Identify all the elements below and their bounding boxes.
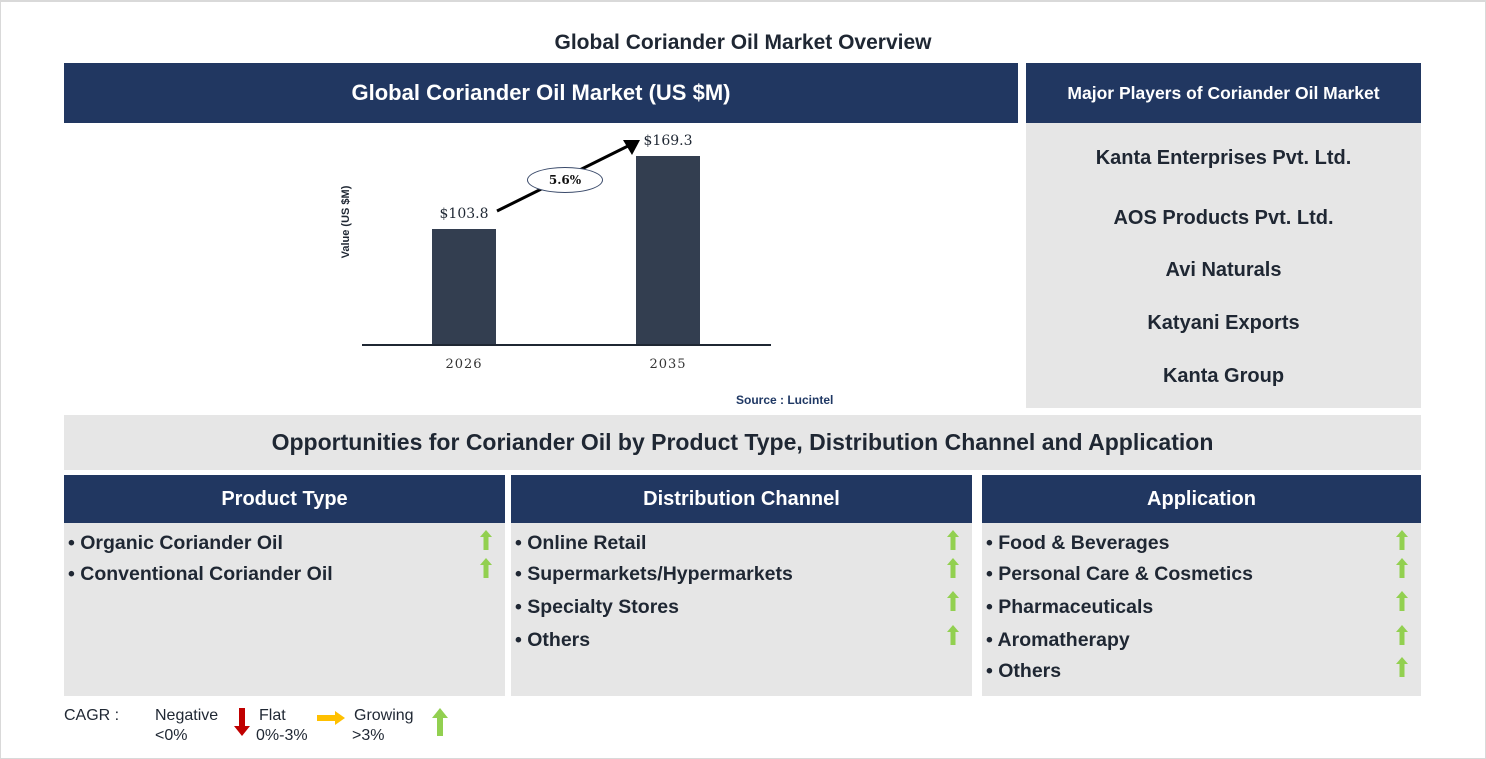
segment-list-product-type: • Organic Coriander Oil • Conventional C… [64,523,505,696]
segment-list-application: • Food & Beverages • Personal Care & Cos… [982,523,1421,696]
page-title: Global Coriander Oil Market Overview [554,31,932,54]
bar-value-label: $169.3 [643,133,693,149]
opportunities-banner: Opportunities for Coriander Oil by Produ… [64,415,1421,470]
segment-item: • Conventional Coriander Oil [68,563,333,585]
segment-item: • Others [986,660,1062,682]
growing-arrow-icon [480,530,492,550]
legend-flat-range: 0%-3% [256,727,308,744]
bar-value-label: $103.8 [439,206,489,222]
x-tick-label: 2035 [649,357,687,372]
segment-header-application: Application [982,475,1421,523]
negative-arrow-icon [234,708,250,736]
player-item: Avi Naturals [1165,259,1282,281]
segment-item: • Online Retail [515,532,647,554]
bar-2035 [636,156,700,344]
player-item: Katyani Exports [1147,312,1300,334]
segment-item: • Supermarkets/Hypermarkets [515,563,793,585]
player-item: AOS Products Pvt. Ltd. [1113,207,1334,229]
growing-arrow-icon [947,558,959,578]
y-axis-label: Value (US $M) [340,185,352,259]
segment-item: • Personal Care & Cosmetics [986,563,1253,585]
source-note: Source : Lucintel [736,393,834,407]
growing-arrow-icon [947,591,959,611]
growing-arrow-icon [947,625,959,645]
growing-arrow-icon [947,530,959,550]
flat-arrow-icon [317,711,345,725]
legend-negative-name: Negative [155,707,219,724]
cagr-annotation: 5.6% [527,167,603,193]
segment-item: • Organic Coriander Oil [68,532,283,554]
x-axis-line [362,344,771,346]
player-item: Kanta Enterprises Pvt. Ltd. [1095,147,1352,169]
segment-item: • Food & Beverages [986,532,1170,554]
growing-arrow-icon [1396,657,1408,677]
legend-flat-name: Flat [259,707,286,724]
growing-arrow-icon [1396,591,1408,611]
growing-arrow-icon [480,558,492,578]
segment-item: • Others [515,629,591,651]
growing-arrow-icon [432,708,448,736]
segment-item: • Specialty Stores [515,596,679,618]
segment-item: • Pharmaceuticals [986,596,1154,618]
legend-growing-range: >3% [352,727,385,744]
segment-list-distribution-channel: • Online Retail • Supermarkets/Hypermark… [511,523,972,696]
market-chart-header: Global Coriander Oil Market (US $M) [64,63,1018,123]
growing-arrow-icon [1396,625,1408,645]
players-list: Kanta Enterprises Pvt. Ltd. AOS Products… [1026,123,1421,408]
growing-arrow-icon [1396,530,1408,550]
legend-label: CAGR : [64,707,120,724]
x-tick-label: 2026 [445,357,483,372]
bar-2026 [432,229,496,344]
player-item: Kanta Group [1162,365,1285,387]
legend-negative-range: <0% [155,727,188,744]
segment-item: • Aromatherapy [986,629,1130,651]
segment-header-product-type: Product Type [64,475,505,523]
legend-growing-name: Growing [354,707,414,724]
segment-header-distribution-channel: Distribution Channel [511,475,972,523]
growing-arrow-icon [1396,558,1408,578]
players-header: Major Players of Coriander Oil Market [1026,63,1421,123]
